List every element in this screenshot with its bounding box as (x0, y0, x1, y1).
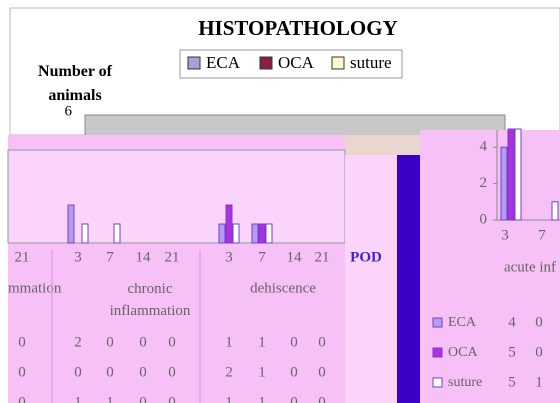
cell: 0 (290, 364, 298, 380)
pod-tick: 21 (15, 249, 30, 265)
y-tick: 4 (480, 139, 488, 155)
bar (507, 128, 515, 221)
pod-tick: 7 (258, 249, 266, 265)
legend-label: suture (350, 53, 392, 72)
cell: 2 (74, 334, 82, 350)
bar (551, 201, 559, 221)
pod-tick: 7 (106, 249, 114, 265)
y-tick: 2 (480, 175, 488, 191)
cell: 0 (168, 364, 176, 380)
cell: 0 (168, 334, 176, 350)
legend-swatch (331, 56, 345, 70)
y-tick: 0 (480, 211, 488, 227)
legend-label: OCA (278, 53, 315, 72)
legend-swatch (432, 377, 443, 388)
cell: 4 (508, 314, 516, 330)
cell: 0 (139, 394, 147, 403)
pod-tick: 21 (315, 249, 330, 265)
cell: 5 (508, 374, 516, 390)
pod-label: POD (350, 249, 382, 265)
cell: 0 (318, 394, 326, 403)
cell: 1 (535, 374, 543, 390)
right-panel (420, 130, 560, 403)
bar (258, 223, 266, 244)
pod-tick: 3 (74, 249, 82, 265)
legend-label: ECA (206, 53, 241, 72)
blue-bar (397, 155, 420, 403)
left-plot (7, 149, 346, 244)
legend-swatch (432, 317, 443, 328)
legend-swatch (187, 56, 201, 70)
cell: 1 (258, 394, 266, 403)
cell: 0 (290, 394, 298, 403)
cell: 0 (139, 334, 147, 350)
cell: 0 (18, 394, 26, 403)
right-group: acute inf (504, 259, 556, 275)
bar (514, 128, 522, 221)
pod-tick: 7 (538, 227, 546, 243)
pod-tick: 21 (165, 249, 180, 265)
bar (232, 223, 240, 244)
cell: 0 (318, 334, 326, 350)
group-label: mmation (8, 280, 62, 296)
legend-label: OCA (448, 345, 478, 360)
cell: 1 (106, 394, 114, 403)
pod-tick: 3 (225, 249, 233, 265)
cell: 0 (74, 364, 82, 380)
y-tick: 6 (65, 103, 73, 119)
title: HISTOPATHOLOGY (198, 16, 398, 40)
group-label: dehiscence (250, 280, 316, 296)
legend-swatch (432, 347, 443, 358)
pod-tick: 14 (136, 249, 152, 265)
cell: 1 (258, 364, 266, 380)
cell: 0 (535, 344, 543, 360)
bar (500, 146, 508, 221)
legend-swatch (259, 56, 273, 70)
cell: 0 (318, 364, 326, 380)
legend-label: ECA (448, 315, 477, 330)
cell: 0 (290, 334, 298, 350)
bar (251, 223, 259, 244)
bar (218, 223, 226, 244)
cell: 0 (535, 314, 543, 330)
cell: 0 (139, 364, 147, 380)
cell: 1 (74, 394, 82, 403)
cell: 0 (18, 364, 26, 380)
y-axis-label: Number of animals (38, 63, 112, 104)
group-label: chronic inflammation (109, 281, 191, 319)
cell: 1 (225, 334, 233, 350)
bar (67, 204, 75, 244)
pod-strip (345, 155, 397, 403)
legend-box (179, 49, 403, 79)
cell: 2 (225, 364, 233, 380)
pod-tick: 3 (501, 227, 509, 243)
bar (265, 223, 273, 244)
cell: 5 (508, 344, 516, 360)
legend-label: suture (448, 375, 482, 390)
cell: 0 (106, 364, 114, 380)
pod-tick: 14 (287, 249, 303, 265)
cell: 0 (106, 334, 114, 350)
cell: 0 (168, 394, 176, 403)
bar (225, 204, 233, 244)
cell: 1 (258, 334, 266, 350)
bar (113, 223, 121, 244)
cell: 1 (225, 394, 233, 403)
bar (81, 223, 89, 244)
cell: 0 (18, 334, 26, 350)
